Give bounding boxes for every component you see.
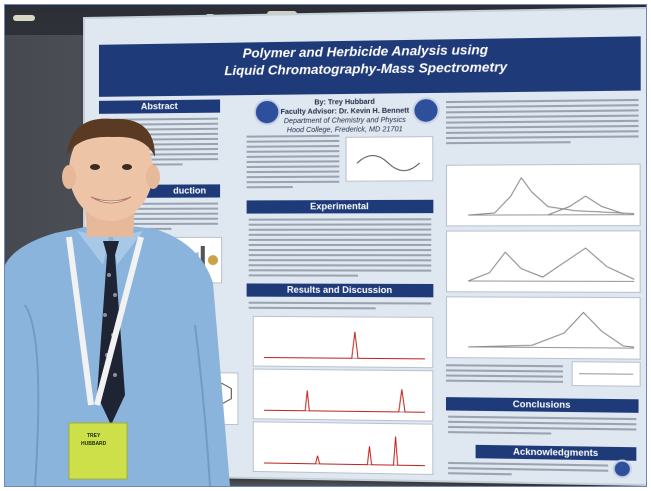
name-badge [69, 423, 127, 479]
spectrum-discussion-text [446, 364, 563, 386]
mass-spectrum-1 [446, 164, 641, 227]
intro-continued-text [247, 135, 340, 191]
column3-text [446, 99, 639, 147]
results-heading: Results and Discussion [247, 283, 434, 297]
conclusions-heading: Conclusions [446, 397, 639, 413]
equation-box [572, 361, 641, 387]
mass-spectrum-3 [446, 296, 641, 359]
acknowledgments-heading: Acknowledgments [476, 445, 637, 461]
structure-figure [346, 136, 434, 182]
badge-name-line2: HUBBARD [81, 441, 107, 447]
acknowledgments-text [448, 462, 608, 480]
experimental-text [249, 218, 432, 280]
college-name: Hood College, Frederick, MD 21701 [277, 125, 412, 135]
badge-name-line1: TREY [87, 433, 101, 439]
poster-byline: By: Trey Hubbard Faculty Advisor: Dr. Ke… [277, 97, 412, 135]
experimental-heading: Experimental [247, 200, 434, 214]
poster-title: Polymer and Herbicide Analysis using Liq… [99, 38, 641, 80]
presenter: TREY HUBBARD [5, 105, 235, 486]
seal-icon [613, 459, 632, 478]
conclusions-text [448, 416, 636, 439]
seal-icon [412, 97, 439, 124]
mass-spectrum-2 [446, 230, 641, 293]
chromatogram-2 [253, 369, 434, 422]
chromatogram-3 [253, 421, 434, 475]
ceiling-light [13, 15, 35, 21]
results-text [249, 302, 432, 313]
chromatogram-1 [253, 316, 434, 368]
photo-frame: Polymer and Herbicide Analysis using Liq… [4, 4, 647, 487]
